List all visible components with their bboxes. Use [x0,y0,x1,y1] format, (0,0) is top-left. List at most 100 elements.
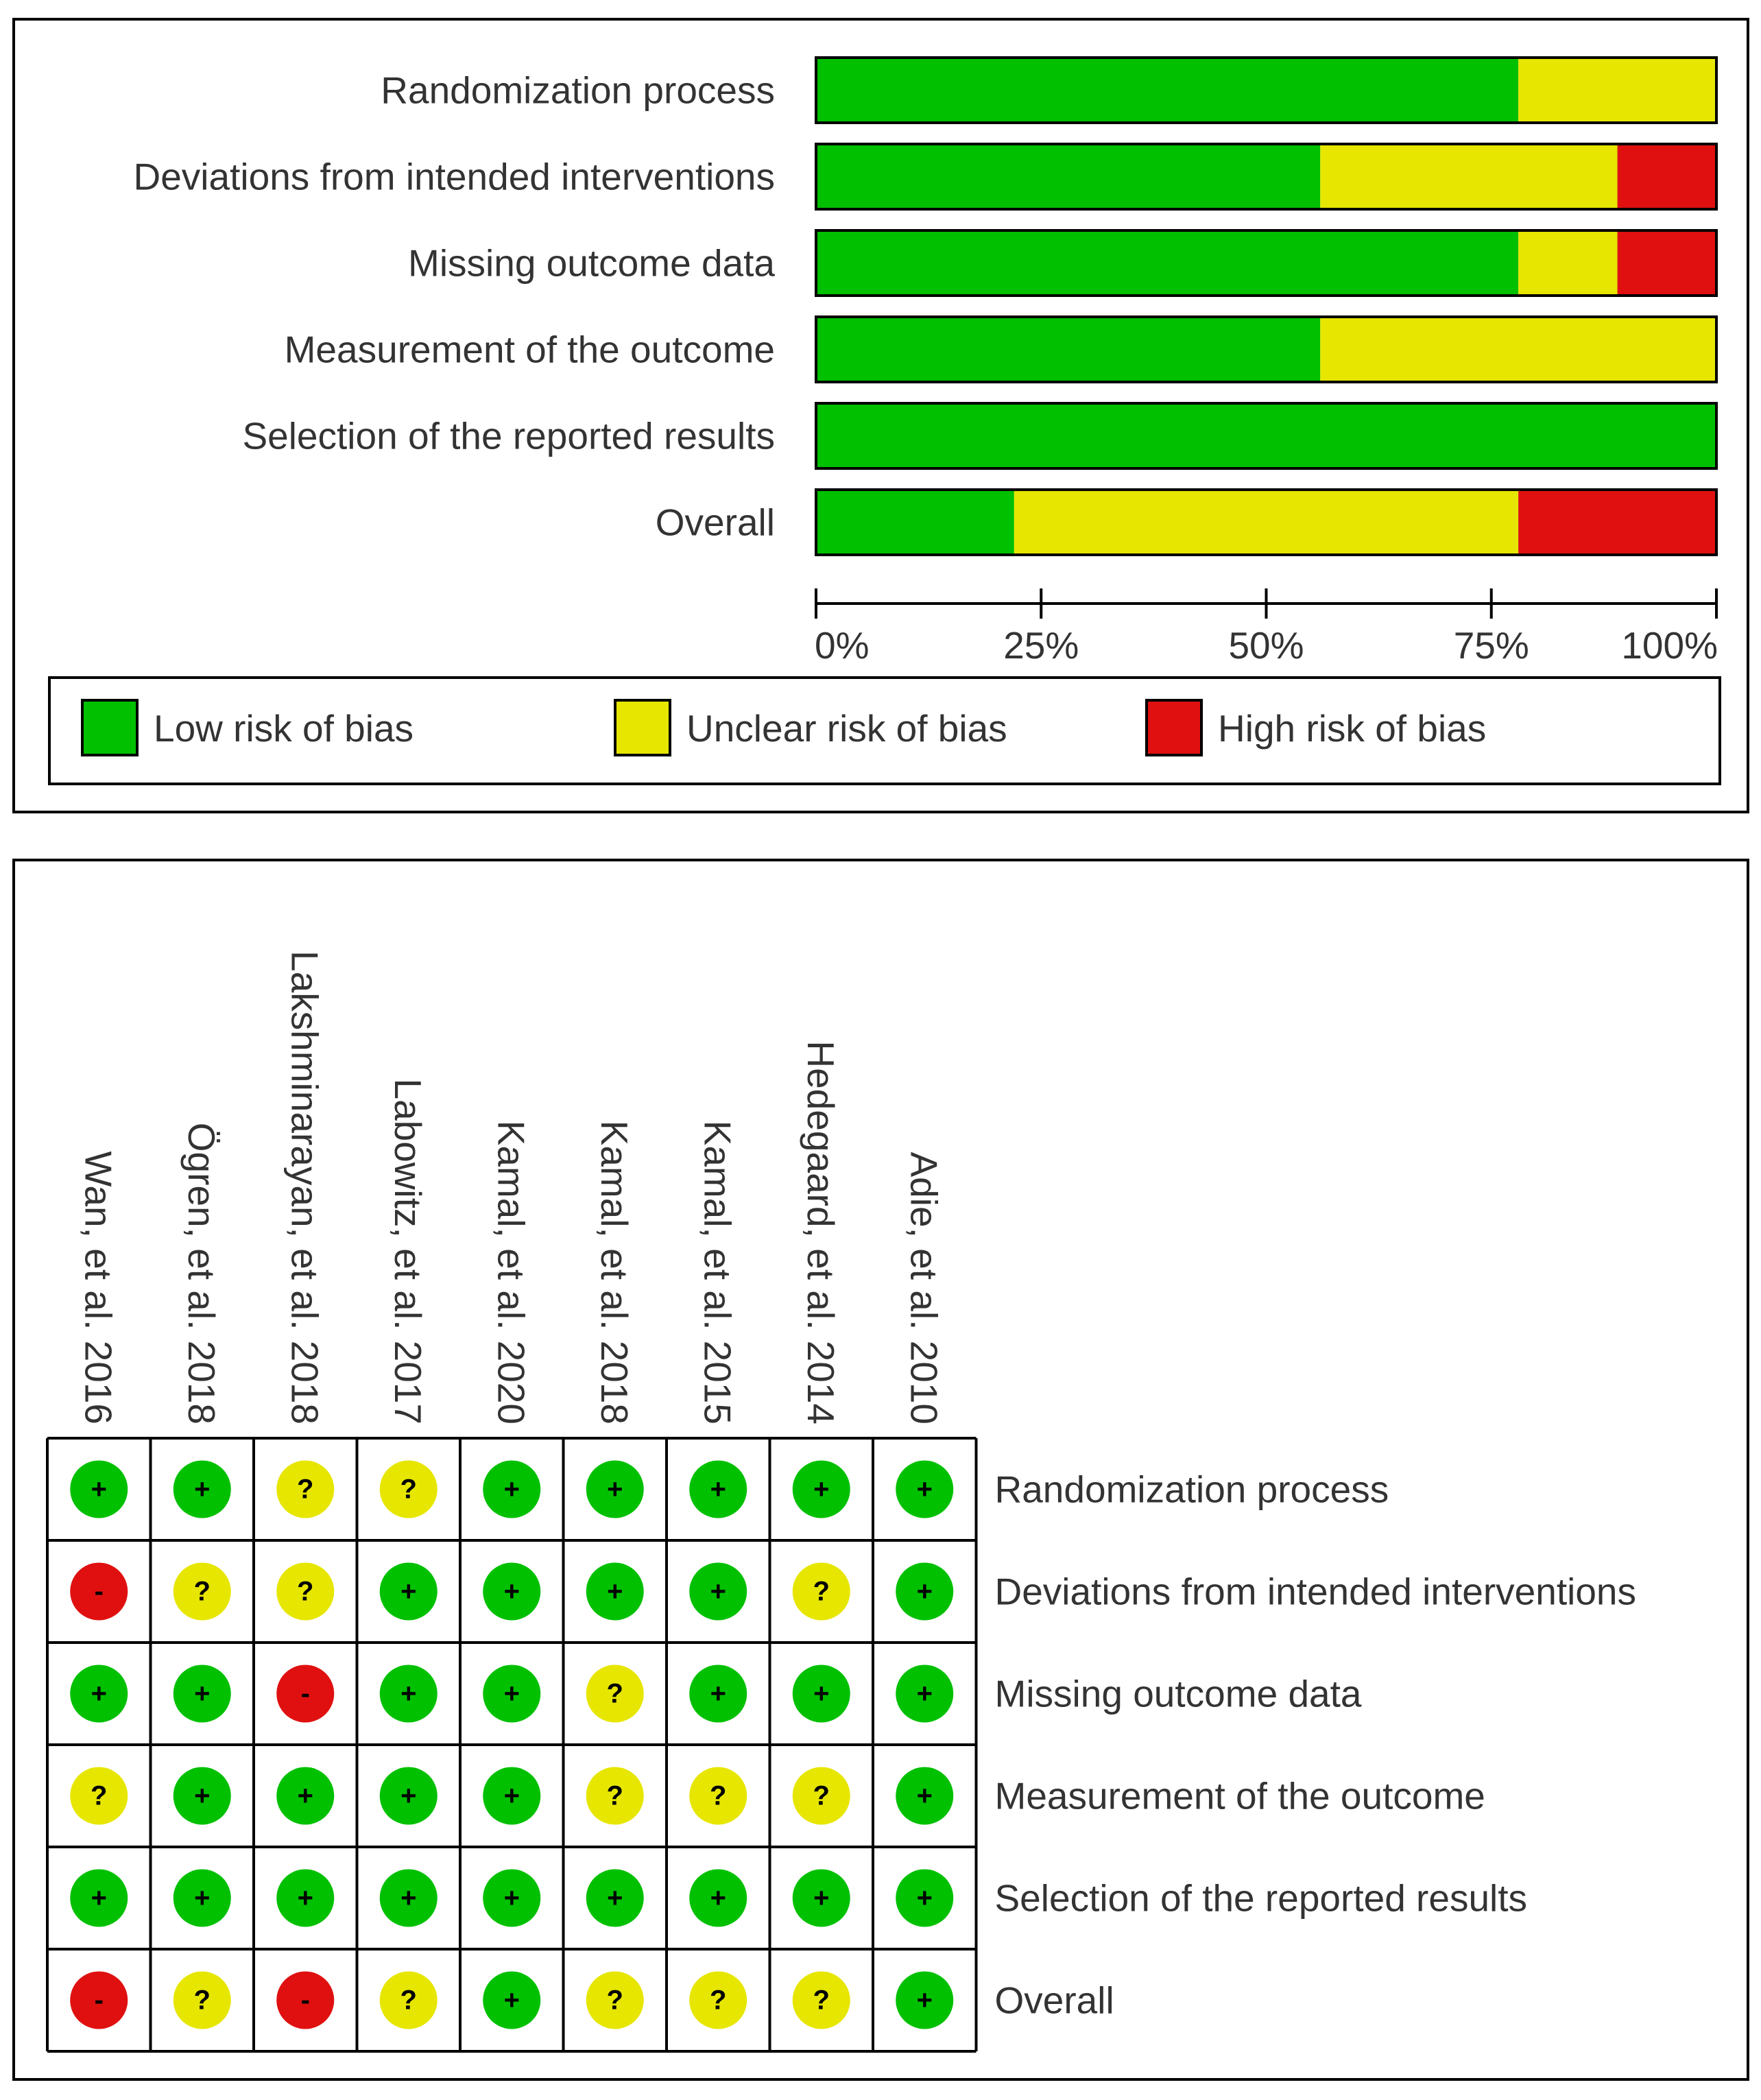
judgement-randomization-process-wan-et-al-2016-circle [70,1460,128,1518]
bar-outline-measurement-of-the-outcome [815,315,1718,383]
domain-label-missing-outcome-data: Missing outcome data [995,1673,1362,1715]
judgement-missing-outcome-data-ogren-et-al-2018-circle [173,1665,231,1723]
judgement-deviations-from-intended-interventions-ogren-et-al-2018-circle [173,1562,231,1621]
judgement-measurement-of-the-outcome-labowitz-et-al-2017-symbol: + [400,1781,416,1811]
judgement-deviations-from-intended-interventions-labowitz-et-al-2017-circle [379,1562,438,1621]
judgement-measurement-of-the-outcome-hedegaard-et-al-2014-circle [792,1767,850,1825]
judgement-missing-outcome-data-hedegaard-et-al-2014-circle [792,1665,850,1723]
judgement-measurement-of-the-outcome-ogren-et-al-2018-symbol: + [194,1781,210,1811]
judgement-deviations-from-intended-interventions-lakshminarayan-et-al-2018-circle [276,1562,335,1621]
judgement-randomization-process-adie-et-al-2010-circle [896,1460,954,1518]
bar-outline-deviations-from-intended-interventions [815,143,1718,211]
judgement-overall-kamal-et-al-2018-symbol: ? [607,1985,623,2016]
judgement-selection-of-the-reported-results-adie-et-al-2010-symbol: + [917,1883,933,1913]
x-tick-label-2: 50% [1228,624,1304,667]
judgement-overall-kamal-et-al-2020-circle [483,1971,541,2029]
judgement-missing-outcome-data-kamal-et-al-2015-circle [689,1665,747,1723]
x-tick-label-3: 75% [1454,624,1529,667]
study-header-adie-et-al-2010: Adie, et al. 2010 [902,1152,945,1424]
judgement-measurement-of-the-outcome-lakshminarayan-et-al-2018-symbol: + [298,1781,313,1811]
judgement-measurement-of-the-outcome-ogren-et-al-2018-circle [173,1767,231,1825]
judgement-selection-of-the-reported-results-kamal-et-al-2018-symbol: + [607,1883,623,1913]
judgement-missing-outcome-data-lakshminarayan-et-al-2018-symbol: - [301,1679,310,1709]
judgement-randomization-process-kamal-et-al-2020-circle [483,1460,541,1518]
judgement-selection-of-the-reported-results-adie-et-al-2010-circle [896,1869,954,1927]
bar-outline-overall [815,488,1718,556]
study-header-hedegaard-et-al-2014: Hedegaard, et al. 2014 [800,1040,842,1424]
judgement-deviations-from-intended-interventions-wan-et-al-2016-symbol: - [95,1577,104,1607]
category-label-overall: Overall [656,501,775,544]
judgement-overall-kamal-et-al-2015-circle [689,1971,747,2029]
judgement-selection-of-the-reported-results-wan-et-al-2016-circle [70,1869,128,1927]
judgement-measurement-of-the-outcome-adie-et-al-2010-circle [896,1767,954,1825]
judgement-selection-of-the-reported-results-kamal-et-al-2015-symbol: + [710,1883,726,1913]
judgement-overall-labowitz-et-al-2017-circle [379,1971,438,2029]
judgement-overall-hedegaard-et-al-2014-symbol: ? [813,1985,830,2016]
judgement-deviations-from-intended-interventions-adie-et-al-2010-circle [896,1562,954,1621]
bar-missing-outcome-data-unclear-risk-of-bias [1518,230,1618,296]
judgement-randomization-process-labowitz-et-al-2017-symbol: ? [400,1475,417,1505]
judgement-measurement-of-the-outcome-labowitz-et-al-2017-circle [379,1767,438,1825]
study-header-kamal-et-al-2018: Kamal, et al. 2018 [593,1121,636,1424]
judgement-measurement-of-the-outcome-kamal-et-al-2020-symbol: + [504,1781,520,1811]
category-label-deviations-from-intended-interventions: Deviations from intended interventions [133,156,775,198]
domain-label-overall: Overall [995,1979,1114,2022]
study-header-kamal-et-al-2015: Kamal, et al. 2015 [696,1121,739,1424]
judgement-measurement-of-the-outcome-kamal-et-al-2018-symbol: ? [607,1781,623,1811]
legend-label-high-risk-of-bias: High risk of bias [1218,707,1486,750]
judgement-randomization-process-wan-et-al-2016-symbol: + [91,1475,107,1505]
bar-deviations-from-intended-interventions-unclear-risk-of-bias [1320,144,1618,209]
judgement-measurement-of-the-outcome-adie-et-al-2010-symbol: + [917,1781,933,1811]
judgement-missing-outcome-data-labowitz-et-al-2017-circle [379,1665,438,1723]
judgement-missing-outcome-data-wan-et-al-2016-symbol: + [91,1679,107,1709]
judgement-missing-outcome-data-kamal-et-al-2018-circle [586,1665,644,1723]
judgement-randomization-process-labowitz-et-al-2017-circle [379,1460,438,1518]
judgement-randomization-process-ogren-et-al-2018-circle [173,1460,231,1518]
judgement-randomization-process-hedegaard-et-al-2014-symbol: + [813,1475,829,1505]
judgement-deviations-from-intended-interventions-adie-et-al-2010-symbol: + [917,1577,933,1607]
judgement-measurement-of-the-outcome-lakshminarayan-et-al-2018-circle [276,1767,335,1825]
judgement-measurement-of-the-outcome-hedegaard-et-al-2014-symbol: ? [813,1781,830,1811]
judgement-deviations-from-intended-interventions-lakshminarayan-et-al-2018-symbol: ? [297,1577,313,1607]
bar-overall-low-risk-of-bias [816,490,1014,555]
judgement-overall-labowitz-et-al-2017-symbol: ? [400,1985,417,2016]
study-header-kamal-et-al-2020: Kamal, et al. 2020 [490,1121,532,1424]
legend-label-unclear-risk-of-bias: Unclear risk of bias [686,707,1007,750]
legend-swatch-unclear-risk-of-bias [614,699,671,756]
legend-swatch-low-risk-of-bias [81,699,139,756]
judgement-selection-of-the-reported-results-kamal-et-al-2015-circle [689,1869,747,1927]
judgement-missing-outcome-data-lakshminarayan-et-al-2018-circle [276,1665,335,1723]
judgement-measurement-of-the-outcome-kamal-et-al-2015-symbol: ? [710,1781,726,1811]
bar-missing-outcome-data-high-risk-of-bias [1617,230,1716,296]
judgement-deviations-from-intended-interventions-hedegaard-et-al-2014-symbol: ? [813,1577,830,1607]
judgement-overall-wan-et-al-2016-symbol: - [95,1985,104,2016]
bar-overall-high-risk-of-bias [1518,490,1716,555]
judgement-overall-kamal-et-al-2018-circle [586,1971,644,2029]
judgement-overall-hedegaard-et-al-2014-circle [792,1971,850,2029]
judgement-overall-kamal-et-al-2020-symbol: + [504,1985,520,2016]
category-label-randomization-process: Randomization process [381,69,775,112]
judgement-randomization-process-kamal-et-al-2020-symbol: + [504,1475,520,1505]
category-label-selection-of-the-reported-results: Selection of the reported results [242,415,775,457]
bar-selection-of-the-reported-results-low-risk-of-bias [816,403,1716,468]
judgement-selection-of-the-reported-results-labowitz-et-al-2017-symbol: + [400,1883,416,1913]
judgement-overall-ogren-et-al-2018-circle [173,1971,231,2029]
bar-randomization-process-low-risk-of-bias [816,58,1519,123]
domain-label-measurement-of-the-outcome: Measurement of the outcome [995,1775,1485,1817]
study-header-wan-et-al-2016: Wan, et al. 2016 [77,1152,119,1424]
judgement-randomization-process-kamal-et-al-2018-symbol: + [607,1475,623,1505]
judgement-overall-adie-et-al-2010-symbol: + [917,1985,933,2016]
judgement-measurement-of-the-outcome-wan-et-al-2016-symbol: ? [91,1781,107,1811]
judgement-selection-of-the-reported-results-lakshminarayan-et-al-2018-circle [276,1869,335,1927]
judgement-overall-lakshminarayan-et-al-2018-circle [276,1971,335,2029]
x-tick-label-1: 25% [1003,624,1079,667]
judgement-overall-lakshminarayan-et-al-2018-symbol: - [301,1985,310,2016]
bar-overall-unclear-risk-of-bias [1014,490,1519,555]
judgement-missing-outcome-data-kamal-et-al-2018-symbol: ? [607,1679,623,1709]
judgement-selection-of-the-reported-results-hedegaard-et-al-2014-symbol: + [813,1883,829,1913]
summary-chart: Randomization process Deviations from int… [48,56,1721,785]
judgement-missing-outcome-data-kamal-et-al-2020-circle [483,1665,541,1723]
judgement-randomization-process-hedegaard-et-al-2014-circle [792,1460,850,1518]
judgement-selection-of-the-reported-results-ogren-et-al-2018-circle [173,1869,231,1927]
bar-measurement-of-the-outcome-low-risk-of-bias [816,317,1321,382]
